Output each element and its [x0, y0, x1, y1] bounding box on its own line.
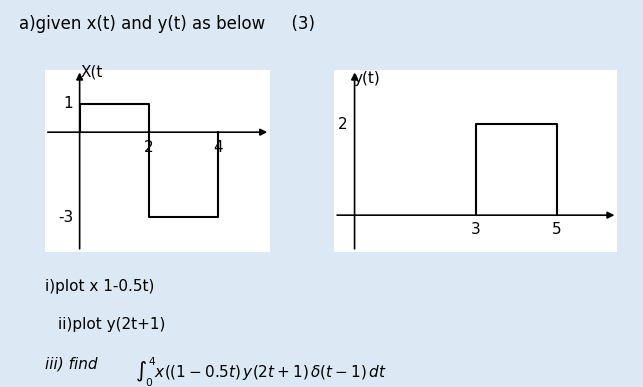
Text: a)given x(t) and y(t) as below     (3): a)given x(t) and y(t) as below (3) [19, 15, 315, 34]
Text: 2: 2 [338, 117, 347, 132]
Text: i)plot x 1-0.5t): i)plot x 1-0.5t) [45, 279, 154, 294]
Text: 3: 3 [471, 221, 481, 236]
Text: 5: 5 [552, 221, 561, 236]
Text: -3: -3 [58, 210, 73, 225]
Text: iii) find: iii) find [45, 356, 112, 371]
Text: X(t: X(t [80, 65, 103, 80]
Text: ii)plot y(2t+1): ii)plot y(2t+1) [58, 317, 165, 332]
Text: $\int_0^4 x((1-0.5t)\,y(2t+1)\,\delta(t-1)\,dt$: $\int_0^4 x((1-0.5t)\,y(2t+1)\,\delta(t-… [135, 356, 386, 387]
Text: 1: 1 [64, 96, 73, 111]
Text: 2: 2 [144, 140, 154, 155]
Text: 4: 4 [213, 140, 223, 155]
Text: y(t): y(t) [353, 70, 380, 86]
